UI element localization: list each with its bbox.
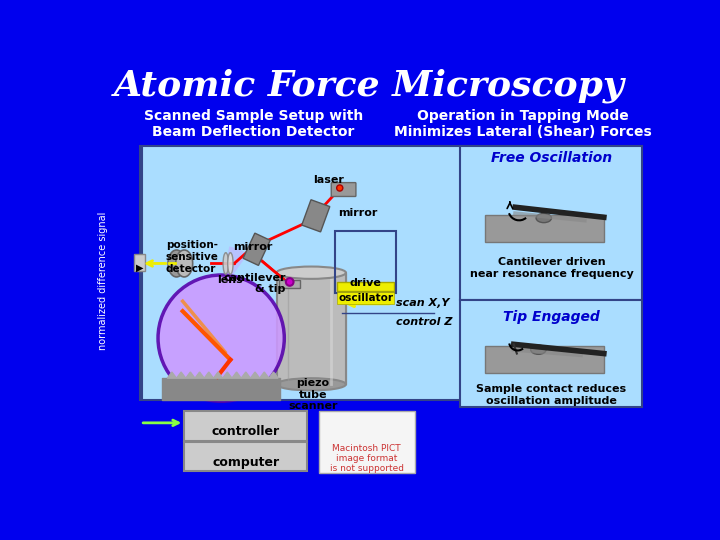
Text: Free Oscillation: Free Oscillation (491, 151, 612, 165)
Polygon shape (241, 372, 251, 378)
Text: piezo
tube
scanner: piezo tube scanner (288, 378, 338, 411)
FancyBboxPatch shape (279, 280, 300, 288)
Circle shape (286, 278, 294, 286)
Ellipse shape (176, 250, 193, 277)
Text: ▶: ▶ (136, 262, 143, 273)
Polygon shape (269, 372, 278, 378)
FancyBboxPatch shape (319, 411, 415, 473)
FancyBboxPatch shape (243, 233, 270, 266)
Text: Tip Engaged: Tip Engaged (503, 309, 600, 323)
Circle shape (337, 185, 343, 191)
Polygon shape (167, 372, 176, 378)
Polygon shape (232, 372, 241, 378)
Text: cantilever
& tip: cantilever & tip (223, 273, 286, 294)
Polygon shape (260, 372, 269, 378)
Text: mirror: mirror (338, 208, 377, 218)
FancyBboxPatch shape (184, 411, 307, 441)
Text: lens: lens (217, 275, 243, 285)
FancyBboxPatch shape (460, 146, 642, 300)
Polygon shape (222, 372, 232, 378)
Ellipse shape (168, 250, 185, 277)
FancyBboxPatch shape (485, 346, 604, 373)
Circle shape (158, 275, 284, 401)
FancyBboxPatch shape (134, 254, 145, 271)
Text: Macintosh PICT
image format
is not supported: Macintosh PICT image format is not suppo… (330, 444, 404, 474)
Text: Cantilever driven
near resonance frequency: Cantilever driven near resonance frequen… (469, 257, 634, 279)
Ellipse shape (536, 213, 552, 222)
Ellipse shape (276, 378, 346, 390)
Polygon shape (213, 372, 222, 378)
Polygon shape (176, 372, 186, 378)
FancyBboxPatch shape (142, 146, 477, 400)
Text: Operation in Tapping Mode
Minimizes Lateral (Shear) Forces: Operation in Tapping Mode Minimizes Late… (394, 109, 652, 139)
Ellipse shape (276, 267, 346, 279)
Polygon shape (251, 372, 260, 378)
Ellipse shape (223, 253, 228, 274)
Text: control Z: control Z (396, 318, 452, 327)
Text: Sample contact reduces
oscillation amplitude: Sample contact reduces oscillation ampli… (477, 384, 626, 406)
Text: position-
sensitive
detector: position- sensitive detector (166, 240, 219, 274)
FancyBboxPatch shape (337, 282, 395, 291)
Text: Atomic Force Microscopy: Atomic Force Microscopy (114, 69, 624, 103)
FancyBboxPatch shape (485, 215, 604, 242)
Text: drive: drive (350, 278, 382, 288)
FancyBboxPatch shape (184, 442, 307, 471)
Ellipse shape (228, 253, 233, 274)
Text: oscillator: oscillator (338, 293, 393, 303)
Polygon shape (195, 372, 204, 378)
Text: mirror: mirror (233, 242, 272, 252)
Text: computer: computer (212, 456, 279, 469)
Text: normalized difference signal: normalized difference signal (98, 211, 107, 349)
FancyBboxPatch shape (302, 200, 330, 232)
Text: Scanned Sample Setup with
Beam Deflection Detector: Scanned Sample Setup with Beam Deflectio… (144, 109, 363, 139)
Text: laser: laser (313, 175, 344, 185)
Text: scan X,Y: scan X,Y (396, 299, 449, 308)
Text: controller: controller (212, 425, 280, 438)
FancyBboxPatch shape (331, 183, 356, 197)
Ellipse shape (531, 345, 546, 354)
Polygon shape (204, 372, 213, 378)
FancyBboxPatch shape (460, 300, 642, 408)
Polygon shape (186, 372, 195, 378)
Wedge shape (221, 246, 248, 292)
